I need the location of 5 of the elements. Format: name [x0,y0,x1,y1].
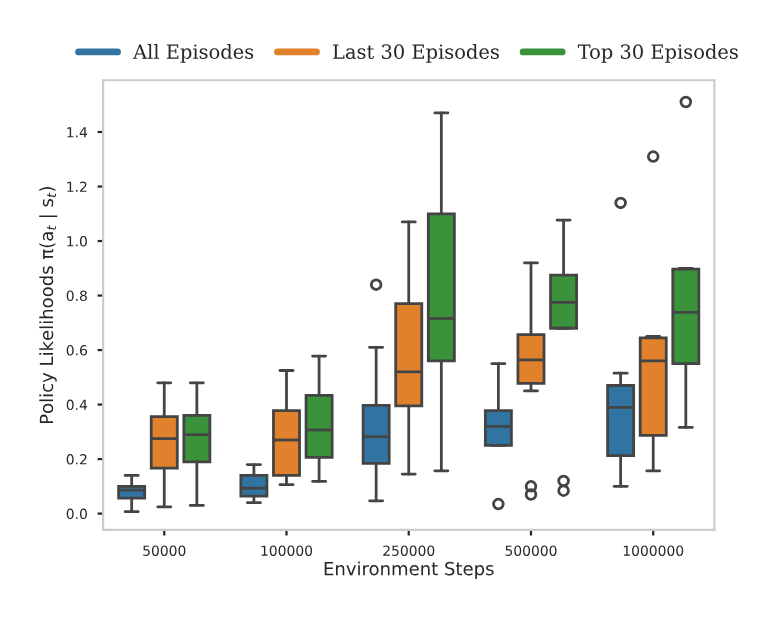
legend-label: Top 30 Episodes [577,43,738,63]
y-axis-title: Policy Likelihoods π(a$_{t}$ | s$_{t}$) [39,186,58,424]
legend-label: All Episodes [132,43,254,63]
x-axis-title: Environment Steps [324,561,494,579]
legend-label: Last 30 Episodes [333,43,499,63]
